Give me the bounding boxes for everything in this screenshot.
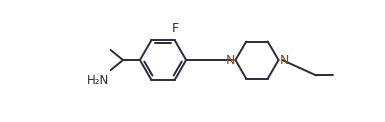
Text: N: N [225,54,235,67]
Text: N: N [280,54,289,67]
Text: F: F [172,22,179,35]
Text: H₂N: H₂N [87,74,109,87]
